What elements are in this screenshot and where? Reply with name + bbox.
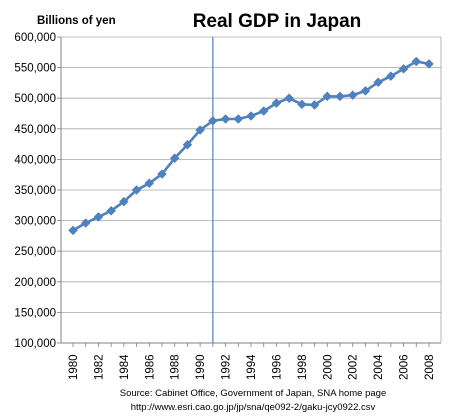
data-point [347, 90, 358, 100]
data-point [208, 115, 218, 126]
x-tick-labels: 1980 1982 1984 1986 1988 1990 1992 1994 1996 1998… [68, 354, 436, 380]
data-point [322, 91, 333, 102]
gridlines [61, 36, 441, 344]
x-tick-label: 1994 [246, 354, 258, 380]
axes [57, 36, 442, 347]
y-tick-label: 100,000 [14, 338, 56, 350]
y-tick-label: 600,000 [14, 32, 56, 44]
data-point [271, 98, 282, 108]
y-tick-label: 350,000 [14, 185, 56, 197]
data-point [398, 63, 409, 74]
data-point [386, 71, 396, 82]
x-tick-label: 2008 [424, 354, 436, 380]
data-point [373, 77, 383, 88]
y-tick-label: 250,000 [14, 246, 56, 258]
x-tick-label: 1984 [119, 354, 131, 380]
x-tick-label: 1996 [271, 354, 283, 380]
x-tick-label: 2006 [399, 354, 411, 380]
data-point [157, 169, 167, 179]
data-point [424, 59, 434, 69]
source-line-1: Source: Cabinet Office, Government of Ja… [120, 388, 387, 399]
data-point [335, 91, 345, 102]
y-tick-label: 200,000 [14, 277, 56, 289]
data-point [258, 106, 269, 116]
y-tick-labels: 100,000 150,000 200,000 250,000 300,000 350,0… [14, 32, 56, 350]
y-tick-label: 300,000 [14, 216, 56, 228]
x-tick-label: 1982 [93, 354, 105, 380]
y-tick-label: 400,000 [14, 154, 56, 166]
data-point [144, 178, 155, 189]
data-point [182, 139, 193, 150]
series [68, 56, 434, 236]
data-point [309, 100, 320, 110]
data-point [360, 86, 371, 96]
data-point [233, 114, 244, 124]
x-tick-label: 1990 [195, 354, 207, 380]
y-tick-label: 150,000 [14, 307, 56, 319]
x-tick-label: 1986 [144, 354, 156, 380]
x-tick-label: 2000 [322, 354, 334, 380]
data-point [93, 212, 104, 222]
data-point [131, 185, 142, 195]
data-point [297, 99, 307, 110]
y-tick-label: 500,000 [14, 93, 56, 105]
x-tick-label: 1998 [297, 354, 309, 380]
series-line [72, 60, 430, 232]
data-point [195, 125, 205, 135]
x-tick-label: 1988 [170, 354, 182, 380]
data-point [284, 93, 294, 104]
source-line-2: http://www.esri.cao.go.jp/jp/sna/qe092-2… [131, 402, 376, 413]
x-tick-label: 1980 [68, 354, 80, 380]
x-tick-label: 2004 [373, 354, 385, 380]
data-point [169, 153, 180, 164]
data-point [80, 218, 91, 228]
data-point [246, 111, 256, 121]
x-tick-label: 1992 [221, 354, 233, 380]
data-point [106, 205, 116, 216]
unit-label: Billions of yen [37, 15, 116, 27]
data-point [68, 225, 78, 236]
data-point [411, 56, 422, 67]
data-point [119, 196, 129, 207]
x-tick-label: 2002 [348, 354, 360, 380]
y-tick-label: 450,000 [14, 124, 56, 136]
data-point [220, 114, 231, 124]
chart-title: Real GDP in Japan [193, 11, 362, 32]
y-tick-label: 550,000 [14, 63, 56, 75]
